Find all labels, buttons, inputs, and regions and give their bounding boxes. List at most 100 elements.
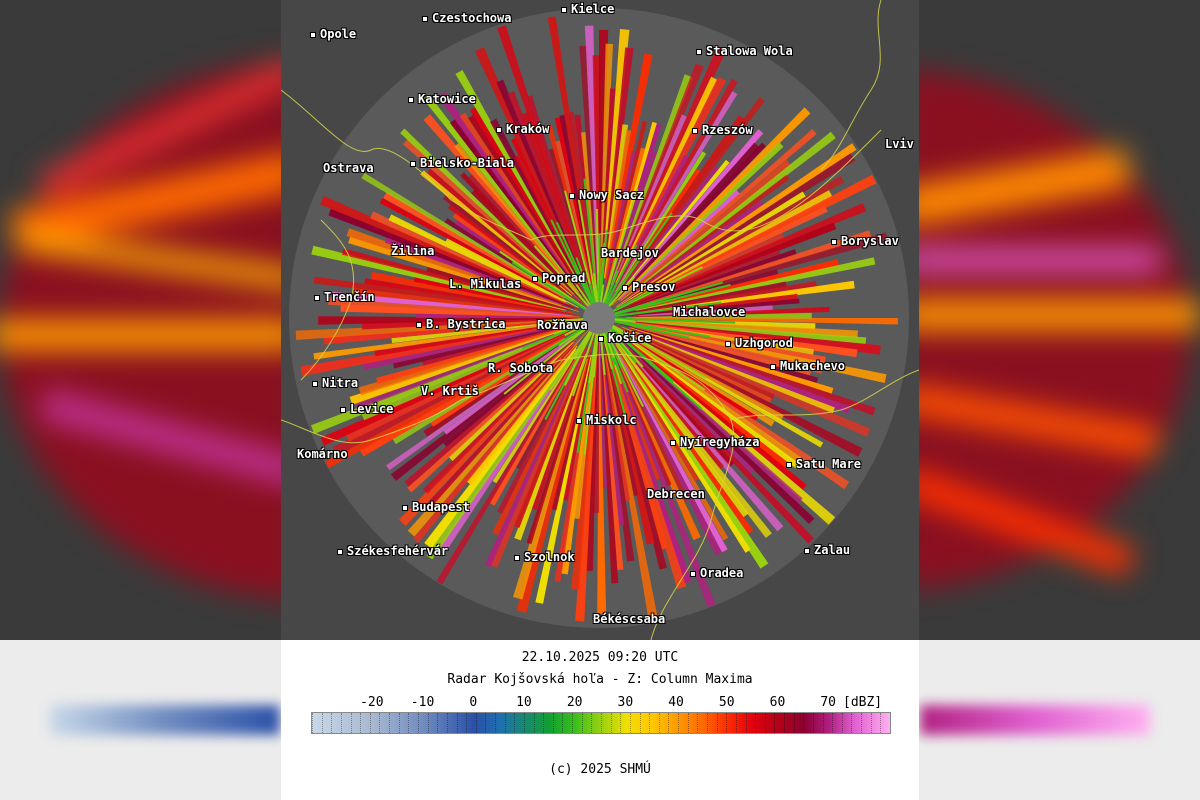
colorbar-ticks: -20 -10 0 10 20 30 40 50 60 70 [dBZ] [281, 695, 919, 711]
colorbar-divider [331, 713, 333, 733]
radar-ray [447, 204, 579, 303]
colorbar-divider [658, 713, 660, 733]
radar-ray [310, 331, 563, 434]
radar-ray [621, 326, 835, 414]
radar-ray [630, 306, 830, 318]
radar-ray [404, 338, 576, 487]
city-label: Poprad [533, 271, 585, 285]
radar-ray [423, 94, 579, 293]
radar-ray [603, 341, 639, 497]
radar-ray [614, 339, 754, 535]
radar-ray [623, 329, 772, 404]
colorbar-unit: [dBZ] [843, 695, 883, 710]
city-label: Michalovce [673, 305, 746, 319]
colorbar-divider [812, 713, 814, 733]
radar-ray [610, 333, 749, 518]
radar-ray [605, 354, 658, 618]
radar-title: Radar Kojšovská hoľa - Z: Column Maxima [447, 672, 753, 687]
radar-ray [632, 233, 785, 304]
city-label: Debrecen [647, 487, 705, 501]
radar-ray [466, 345, 578, 486]
radar-ray [332, 333, 568, 456]
city-label: Katowice [409, 92, 476, 106]
city-label: L. Mikulas [449, 277, 522, 291]
radar-ray [470, 107, 591, 304]
radar-ray [426, 350, 577, 560]
colorbar-divider [822, 713, 824, 733]
dbz-colorbar [311, 712, 891, 734]
radar-ray [631, 153, 856, 298]
colorbar-divider [485, 713, 487, 733]
city-label: Ostrava [323, 161, 374, 175]
radar-ray [615, 76, 718, 284]
radar-ray [313, 276, 576, 316]
radar-ray [604, 333, 716, 608]
radar-ray [618, 190, 740, 301]
colorbar-divider [784, 713, 786, 733]
city-label: B. Bystrica [417, 317, 505, 331]
radar-streak [577, 199, 600, 319]
colorbar-divider [880, 713, 882, 733]
radar-ray [610, 78, 738, 298]
radar-ray [612, 154, 690, 292]
radar-ray [348, 236, 579, 312]
colorbar-divider [350, 713, 352, 733]
radar-ray [615, 350, 722, 556]
colorbar-divider [610, 713, 612, 733]
radar-ray [608, 350, 687, 590]
city-label: Czestochowa [423, 11, 511, 25]
radar-ray [426, 267, 571, 311]
radar-ray [448, 341, 574, 461]
radar-ray [391, 338, 566, 445]
city-label: Békéscsaba [593, 612, 666, 626]
city-label: Presov [623, 280, 675, 294]
radar-ray [423, 114, 577, 292]
city-label: V. Krtiš [421, 384, 479, 398]
radar-ray [407, 338, 577, 493]
colorbar-divider [379, 713, 381, 733]
radar-ray [616, 298, 800, 317]
radar-ray [554, 116, 594, 287]
radar-ray [600, 338, 624, 571]
colorbar-divider [446, 713, 448, 733]
radar-ray [413, 343, 578, 543]
radar-ray [452, 212, 578, 303]
radar-ray [492, 333, 592, 536]
city-label: Bielsko-Biala [411, 156, 514, 170]
radar-ray [627, 174, 877, 304]
city-label: Opole [311, 27, 356, 41]
colorbar-divider [706, 713, 708, 733]
colorbar-divider [572, 713, 574, 733]
colorbar-divider [745, 713, 747, 733]
radar-streak [598, 317, 706, 391]
radar-site [583, 302, 615, 334]
radar-ray [615, 142, 766, 301]
radar-ray [638, 305, 773, 317]
colorbar-divider [735, 713, 737, 733]
radar-ray [613, 324, 775, 400]
radar-ray [623, 115, 746, 284]
radar-ray [615, 76, 727, 287]
colorbar-divider [369, 713, 371, 733]
radar-ray [471, 188, 585, 304]
radar-ray [454, 143, 582, 298]
radar-ray [621, 249, 797, 311]
colorbar-divider [716, 713, 718, 733]
radar-ray [626, 312, 812, 319]
radar-ray [559, 114, 594, 287]
radar-ray [468, 114, 586, 297]
radar-ray [324, 325, 586, 469]
radar-ray [386, 332, 578, 471]
border-line [820, 0, 882, 171]
border-line [300, 219, 355, 381]
colorbar-divider [861, 713, 863, 733]
colorbar-divider [629, 713, 631, 733]
radar-ray [400, 128, 575, 295]
radar-ray [449, 118, 591, 307]
radar-ray [362, 323, 570, 370]
radar-ray [358, 327, 568, 396]
radar-ray [361, 172, 578, 306]
radar-ray [628, 344, 803, 504]
radar-ray [445, 237, 579, 308]
radar-ray [608, 336, 728, 553]
